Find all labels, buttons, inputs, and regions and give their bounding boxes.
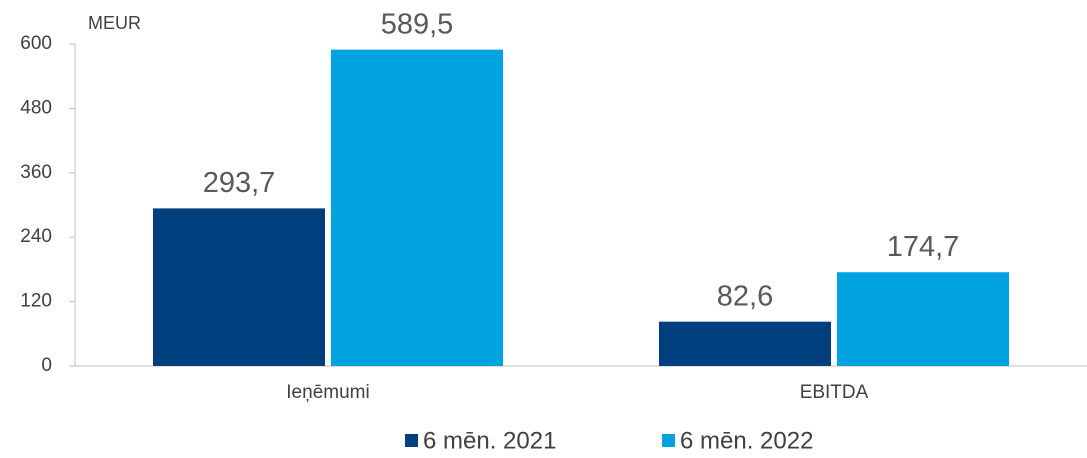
y-tick-label: 0 [41,355,52,376]
value-label: 589,5 [381,8,454,40]
value-label: 293,7 [203,167,276,199]
bar [153,208,325,366]
y-tick-label: 360 [20,162,52,183]
legend-swatch [662,434,675,447]
bar [837,272,1009,366]
x-tick-label: Ieņēmumi [286,382,369,403]
y-tick-label: 600 [20,33,52,54]
legend-label: 6 mēn. 2021 [423,427,556,454]
y-tick-label: 240 [20,226,52,247]
legend-label: 6 mēn. 2022 [680,427,813,454]
value-label: 174,7 [887,231,960,263]
value-label: 82,6 [717,280,773,312]
legend-swatch [405,434,418,447]
y-tick-label: 120 [20,291,52,312]
bar [659,321,831,366]
y-axis-label: MEUR [88,13,141,33]
y-tick-label: 480 [20,97,52,118]
x-tick-label: EBITDA [800,382,869,403]
bar [331,49,503,366]
